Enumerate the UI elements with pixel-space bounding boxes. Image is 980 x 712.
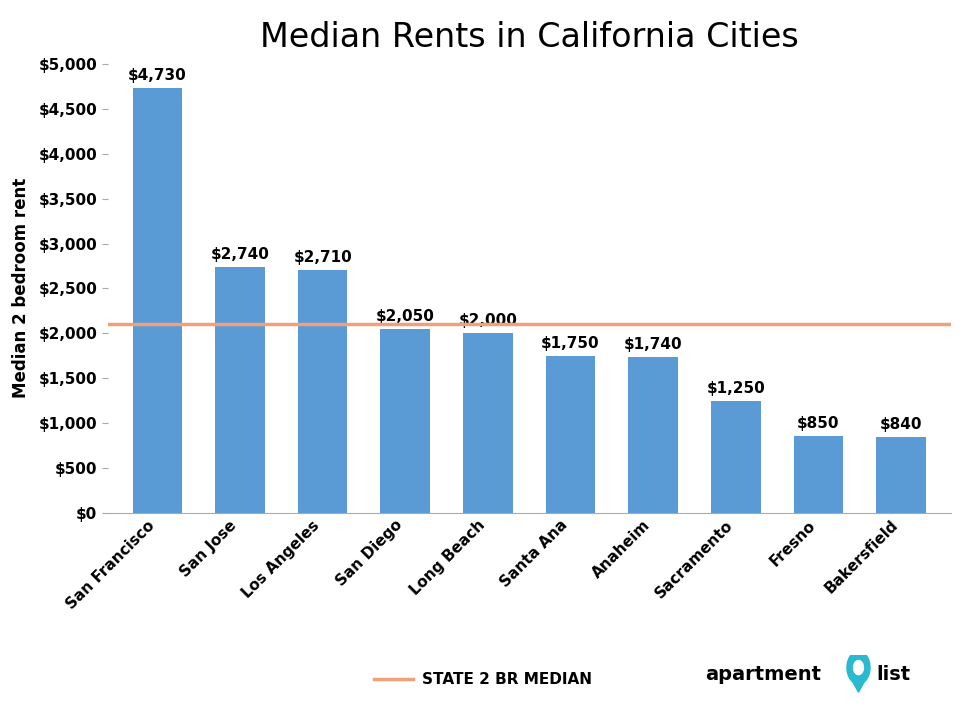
Bar (710, 400, 760, 513)
Text: $1,750: $1,750 (541, 336, 600, 351)
Bar (298, 270, 348, 513)
Bar (380, 329, 430, 513)
Bar (794, 436, 843, 513)
Bar (546, 355, 595, 513)
Text: apartment: apartment (706, 666, 821, 684)
Bar (216, 267, 265, 513)
Text: $2,050: $2,050 (375, 309, 435, 324)
Text: $1,740: $1,740 (624, 337, 682, 352)
Text: $1,250: $1,250 (707, 381, 765, 396)
Text: list: list (876, 666, 910, 684)
Circle shape (847, 651, 870, 684)
Text: $850: $850 (797, 417, 840, 431)
Text: $2,740: $2,740 (211, 247, 270, 262)
Title: Median Rents in California Cities: Median Rents in California Cities (260, 21, 799, 54)
Bar (876, 437, 926, 513)
Bar (132, 88, 182, 513)
Y-axis label: Median 2 bedroom rent: Median 2 bedroom rent (12, 178, 30, 399)
Text: $4,730: $4,730 (128, 68, 187, 83)
Bar (628, 357, 678, 513)
Circle shape (854, 661, 863, 675)
Polygon shape (849, 675, 868, 692)
Text: $2,000: $2,000 (459, 313, 517, 328)
Text: $840: $840 (880, 417, 922, 432)
Legend: STATE 2 BR MEDIAN: STATE 2 BR MEDIAN (368, 666, 598, 693)
Bar (464, 333, 513, 513)
Text: $2,710: $2,710 (293, 250, 352, 265)
